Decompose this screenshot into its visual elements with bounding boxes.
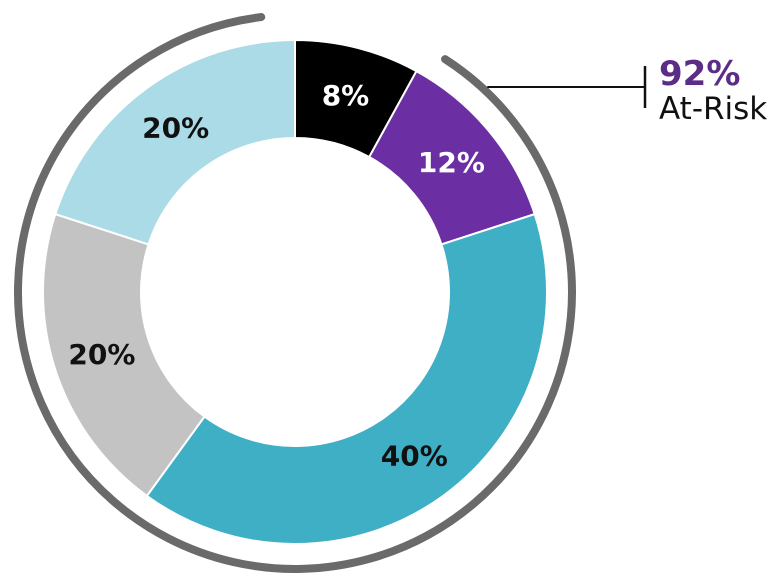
- slice-label-0: 8%: [322, 79, 370, 112]
- donut-slice-3: [42, 212, 206, 498]
- donut-slice-2: [145, 212, 548, 545]
- at-risk-annotation: 92% At-Risk: [659, 54, 768, 127]
- donut-slice-4: [54, 38, 296, 246]
- slice-label-4: 20%: [142, 111, 209, 144]
- slice-label-2: 40%: [381, 440, 448, 473]
- at-risk-label: At-Risk: [659, 90, 768, 127]
- slice-label-1: 12%: [418, 146, 485, 179]
- at-risk-value: 92%: [659, 54, 741, 94]
- slice-label-3: 20%: [68, 338, 135, 371]
- at-risk-arc: [14, 13, 576, 573]
